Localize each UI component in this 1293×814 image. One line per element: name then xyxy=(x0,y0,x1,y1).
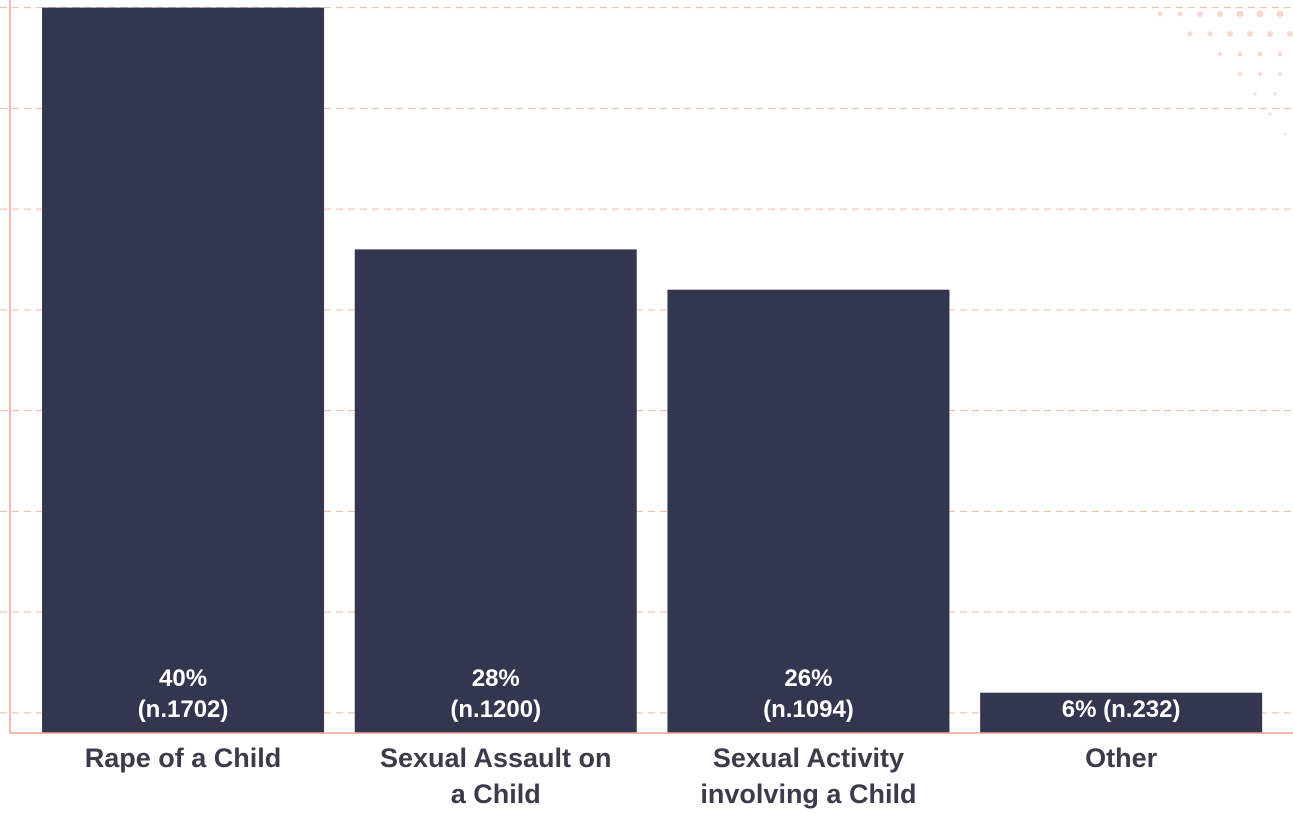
bar xyxy=(354,249,637,733)
x-tick-label: Sexual Assault on a Child xyxy=(379,743,612,809)
bar xyxy=(667,289,950,733)
x-tick-label: Rape of a Child xyxy=(84,743,282,773)
bar xyxy=(980,692,1263,733)
decor-dots xyxy=(1157,10,1293,136)
bar xyxy=(42,7,325,734)
value-label: 6% (n.232) xyxy=(1061,696,1181,723)
value-label: 26% (n.1094) xyxy=(763,665,854,723)
x-tick-label: Sexual Activity involving a Child xyxy=(700,743,917,809)
value-label: 40% (n.1702) xyxy=(137,665,229,723)
value-label: 28% (n.1200) xyxy=(450,665,542,723)
x-tick-label: Other xyxy=(1085,743,1158,773)
